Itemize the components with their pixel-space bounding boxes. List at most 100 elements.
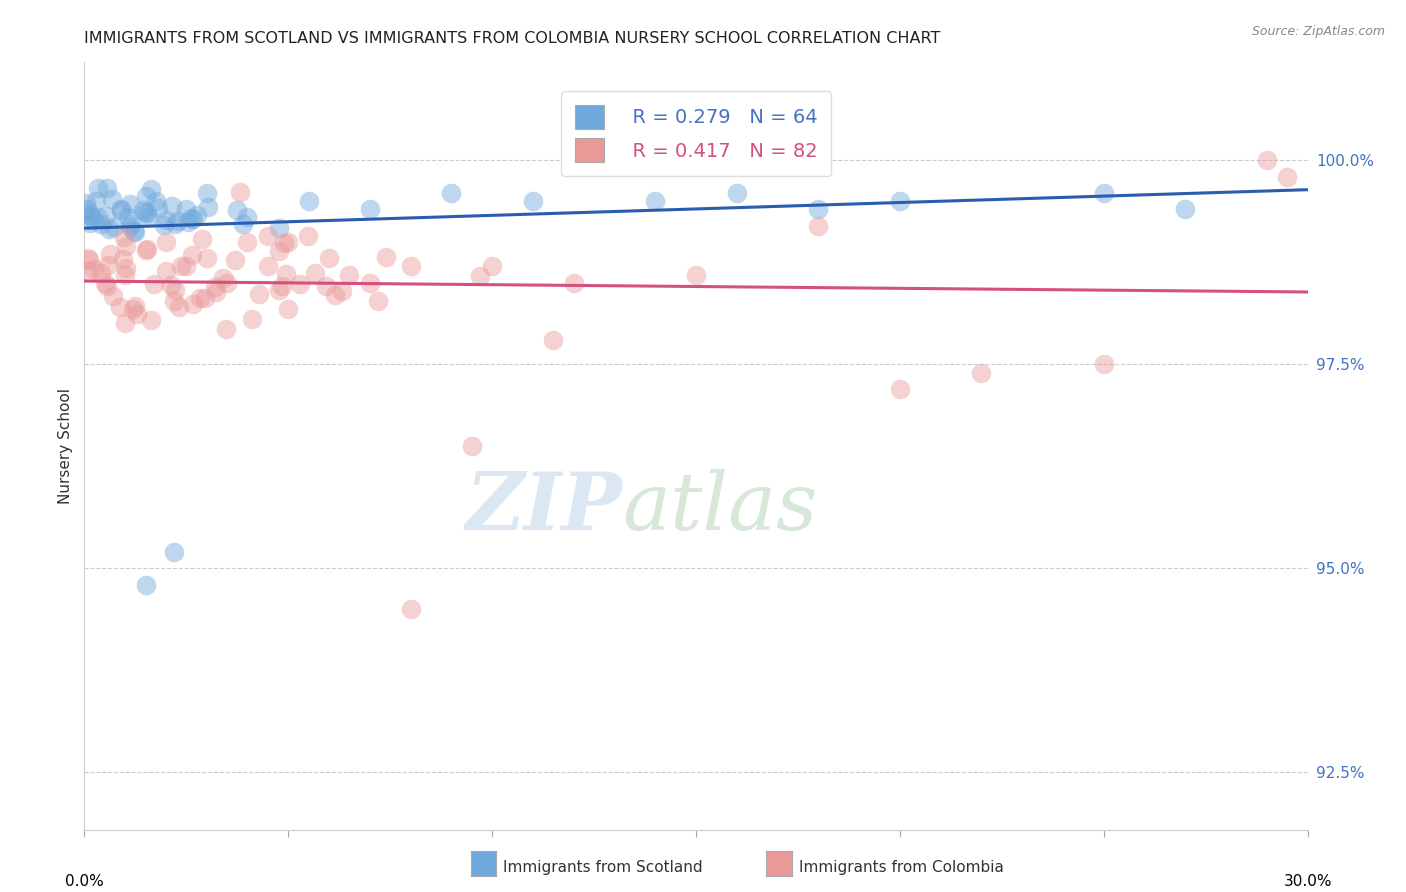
Point xyxy=(236,211,259,225)
Point xyxy=(77,252,100,266)
Point xyxy=(543,333,565,347)
Point xyxy=(96,209,118,223)
Point xyxy=(90,218,112,232)
Point xyxy=(522,194,544,209)
Point xyxy=(142,277,165,291)
Point xyxy=(139,313,162,327)
Point xyxy=(399,260,422,274)
Point xyxy=(160,278,183,293)
Point xyxy=(114,316,136,330)
Text: Immigrants from Colombia: Immigrants from Colombia xyxy=(799,861,1004,875)
Point xyxy=(83,213,105,227)
Point xyxy=(685,268,707,282)
Point xyxy=(136,210,159,224)
Point xyxy=(180,211,202,226)
Point xyxy=(399,602,422,616)
Point xyxy=(96,279,118,293)
Point xyxy=(153,219,176,233)
Point xyxy=(240,312,263,326)
Point xyxy=(155,264,177,278)
Point xyxy=(165,283,187,297)
Point xyxy=(186,208,208,222)
Point xyxy=(118,197,141,211)
Point xyxy=(112,229,135,244)
Point xyxy=(155,235,177,249)
Text: Source: ZipAtlas.com: Source: ZipAtlas.com xyxy=(1251,25,1385,38)
Point xyxy=(318,252,340,266)
Point xyxy=(135,243,157,257)
Point xyxy=(87,210,110,224)
Text: IMMIGRANTS FROM SCOTLAND VS IMMIGRANTS FROM COLOMBIA NURSERY SCHOOL CORRELATION : IMMIGRANTS FROM SCOTLAND VS IMMIGRANTS F… xyxy=(84,31,941,46)
Point xyxy=(135,578,157,592)
Point xyxy=(170,259,193,273)
Point xyxy=(75,196,97,211)
Point xyxy=(103,220,125,235)
Point xyxy=(217,276,239,290)
Point xyxy=(269,244,291,258)
Point xyxy=(124,225,146,239)
Text: 30.0%: 30.0% xyxy=(1284,874,1331,889)
Point xyxy=(273,235,295,250)
Point xyxy=(101,289,124,303)
Text: ZIP: ZIP xyxy=(465,468,623,546)
Point xyxy=(440,186,463,200)
Point xyxy=(330,284,353,298)
Point xyxy=(183,296,205,310)
Point xyxy=(162,199,184,213)
Text: Immigrants from Scotland: Immigrants from Scotland xyxy=(503,861,703,875)
Point xyxy=(155,212,177,227)
Point xyxy=(359,202,381,217)
Point xyxy=(288,277,311,291)
Point xyxy=(807,202,830,217)
Point xyxy=(96,180,118,194)
Point xyxy=(562,276,585,290)
Point xyxy=(807,219,830,233)
Point xyxy=(177,215,200,229)
Point xyxy=(481,260,503,274)
Point xyxy=(181,212,204,227)
Point xyxy=(115,260,138,275)
Point xyxy=(277,235,299,249)
Point xyxy=(73,205,96,219)
Point xyxy=(297,228,319,243)
Point xyxy=(114,268,136,282)
Point xyxy=(212,271,235,285)
Point xyxy=(79,216,101,230)
Point xyxy=(257,228,280,243)
Point xyxy=(1277,169,1299,184)
Point xyxy=(276,267,298,281)
Point xyxy=(84,194,107,208)
Point xyxy=(195,186,218,200)
Point xyxy=(367,293,389,308)
Point xyxy=(136,206,159,220)
Point xyxy=(163,545,186,559)
Point xyxy=(110,203,132,218)
Point xyxy=(77,263,100,277)
Point xyxy=(215,322,238,336)
Text: atlas: atlas xyxy=(623,468,818,546)
Point xyxy=(101,192,124,206)
Point xyxy=(167,300,190,314)
Point xyxy=(1092,358,1115,372)
Point xyxy=(374,250,396,264)
Point xyxy=(249,287,271,301)
Point xyxy=(257,260,280,274)
Point xyxy=(970,366,993,380)
Point xyxy=(232,217,254,231)
Point xyxy=(1092,186,1115,200)
Point xyxy=(135,188,157,202)
Point xyxy=(134,205,156,219)
Point xyxy=(229,186,252,200)
Point xyxy=(725,186,748,200)
Text: 0.0%: 0.0% xyxy=(65,874,104,889)
Point xyxy=(114,239,136,253)
Point xyxy=(145,194,167,209)
Point xyxy=(124,299,146,313)
Point xyxy=(122,224,145,238)
Point xyxy=(97,221,120,235)
Point xyxy=(80,210,103,224)
Point xyxy=(112,252,135,266)
Point xyxy=(461,439,484,453)
Point xyxy=(468,268,491,283)
Point xyxy=(205,285,228,299)
